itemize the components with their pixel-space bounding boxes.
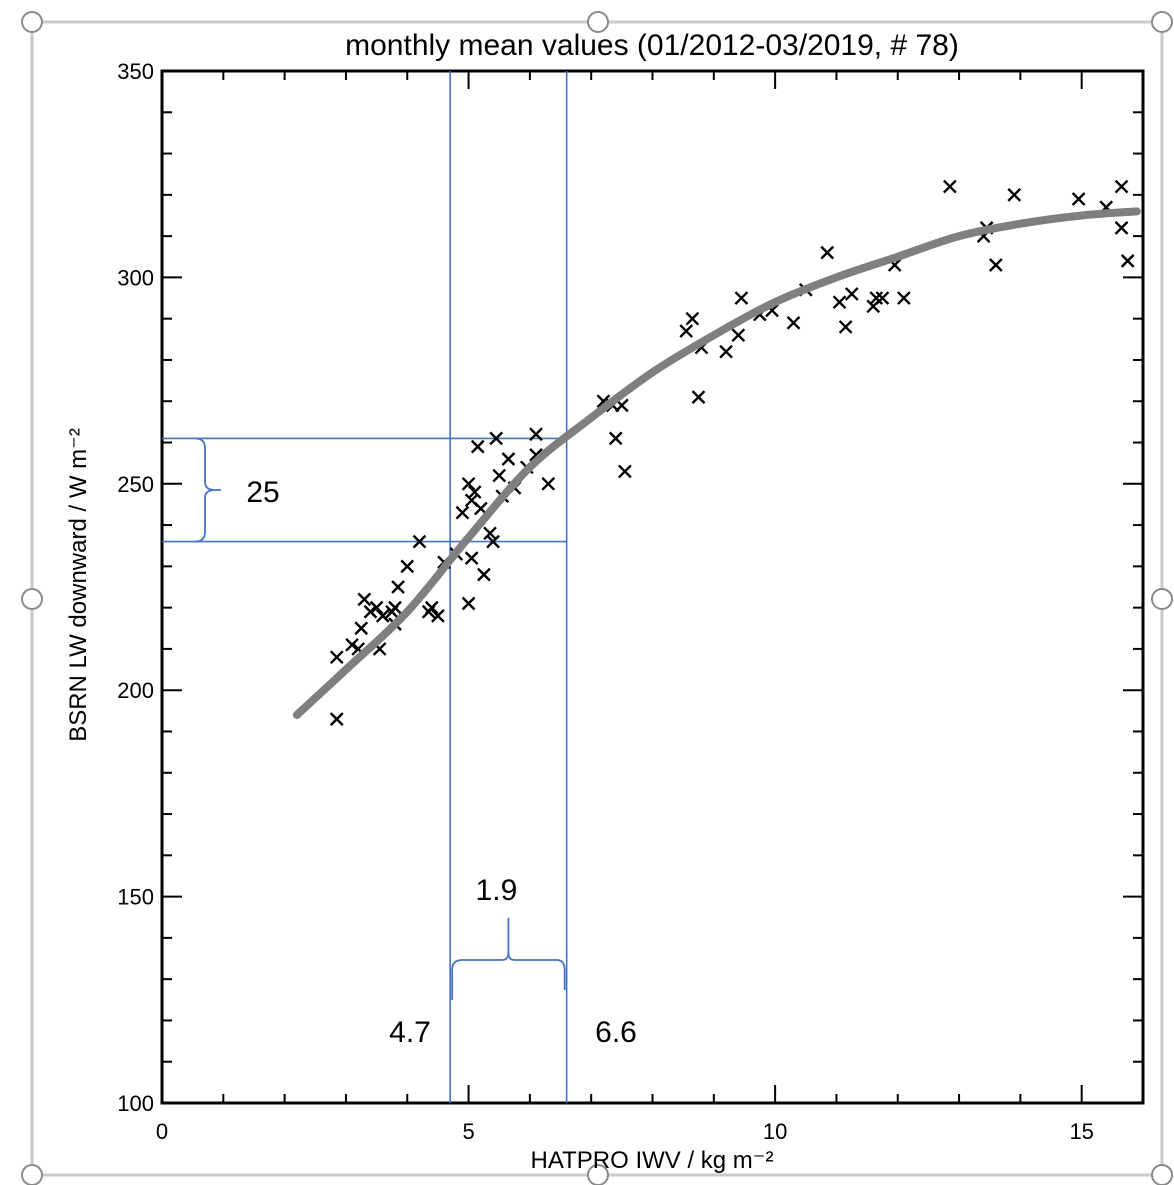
resize-handle-middle-right[interactable] (1151, 588, 1173, 610)
data-point (719, 344, 733, 359)
data-point (455, 505, 470, 520)
data-point (501, 452, 516, 466)
resize-handle-top-left[interactable] (21, 11, 43, 33)
data-point (869, 291, 884, 305)
data-point (838, 320, 853, 334)
data-point (424, 600, 439, 615)
data-point (492, 468, 507, 483)
data-point (541, 476, 556, 491)
data-point (875, 291, 890, 305)
fit-curve (292, 207, 1141, 719)
data-point (679, 324, 694, 338)
y-tick-label: 200 (117, 678, 154, 703)
x-difference-label: 1.9 (476, 874, 518, 907)
data-point (844, 287, 859, 301)
data-point (369, 600, 384, 615)
selection-border (30, 20, 1164, 1177)
data-point (467, 485, 482, 499)
data-point (685, 311, 700, 326)
data-point (1007, 187, 1022, 202)
data-point (477, 567, 491, 582)
selection-frame[interactable] (21, 11, 1173, 1185)
data-point (608, 431, 623, 446)
y-axis-label: BSRN LW downward / W m⁻² (65, 428, 92, 742)
resize-handle-bottom-right[interactable] (1151, 1164, 1173, 1185)
resize-handle-top-right[interactable] (1151, 11, 1173, 33)
x-difference-brace (451, 918, 566, 1000)
data-point (412, 534, 427, 549)
data-point (461, 596, 476, 611)
data-point (391, 580, 405, 594)
resize-handle-top-center[interactable] (587, 11, 609, 33)
data-point (897, 291, 911, 305)
y-difference-label: 25 (246, 476, 279, 509)
y-tick-label: 350 (117, 59, 154, 84)
x-tick-label: 0 (156, 1119, 168, 1144)
data-point (470, 439, 485, 454)
data-point (464, 551, 479, 565)
x-tick-label: 5 (462, 1119, 474, 1144)
data-point (329, 650, 344, 665)
y-tick-label: 150 (117, 885, 154, 910)
data-point (731, 328, 746, 343)
data-point (363, 604, 378, 619)
data-point (483, 526, 497, 541)
data-point (388, 600, 402, 615)
resize-handle-bottom-left[interactable] (21, 1164, 43, 1185)
data-point (1071, 192, 1086, 206)
x-tick-label: 10 (763, 1119, 787, 1144)
data-point (354, 621, 369, 636)
data-point (1114, 179, 1129, 194)
resize-handle-middle-left[interactable] (21, 588, 43, 610)
data-point (943, 179, 957, 194)
chart-title: monthly mean values (01/2012-03/2019, # … (345, 29, 959, 62)
data-point (832, 295, 847, 310)
data-point (691, 390, 706, 404)
data-point (820, 245, 835, 260)
y-tick-label: 250 (117, 472, 154, 497)
x-low-label: 4.7 (389, 1016, 431, 1049)
data-point (431, 609, 445, 623)
data-point (529, 427, 543, 442)
data-point (734, 291, 749, 305)
data-point (400, 559, 415, 574)
data-point (375, 609, 390, 623)
x-axis-label: HATPRO IWV / kg m⁻² (531, 1147, 774, 1174)
data-point (357, 592, 372, 607)
data-point (486, 534, 500, 549)
plot-area: 0 5 10 15 100 150 200 250 300 350 25 1.9 4.7 6.6 (117, 59, 1145, 1144)
data-point (489, 431, 504, 446)
data-point (989, 258, 1003, 272)
x-tick-label: 15 (1069, 1119, 1093, 1144)
resize-handle-bottom-center[interactable] (587, 1164, 609, 1185)
y-difference-brace (194, 437, 216, 543)
x-high-label: 6.6 (595, 1016, 637, 1049)
data-point (345, 637, 359, 652)
data-point (1120, 254, 1135, 268)
data-point (461, 476, 476, 491)
y-tick-label: 100 (117, 1091, 154, 1116)
y-tick-label: 300 (117, 265, 154, 290)
data-point (786, 315, 801, 330)
data-point (329, 712, 344, 726)
data-point (1114, 221, 1129, 235)
data-point (618, 464, 632, 479)
